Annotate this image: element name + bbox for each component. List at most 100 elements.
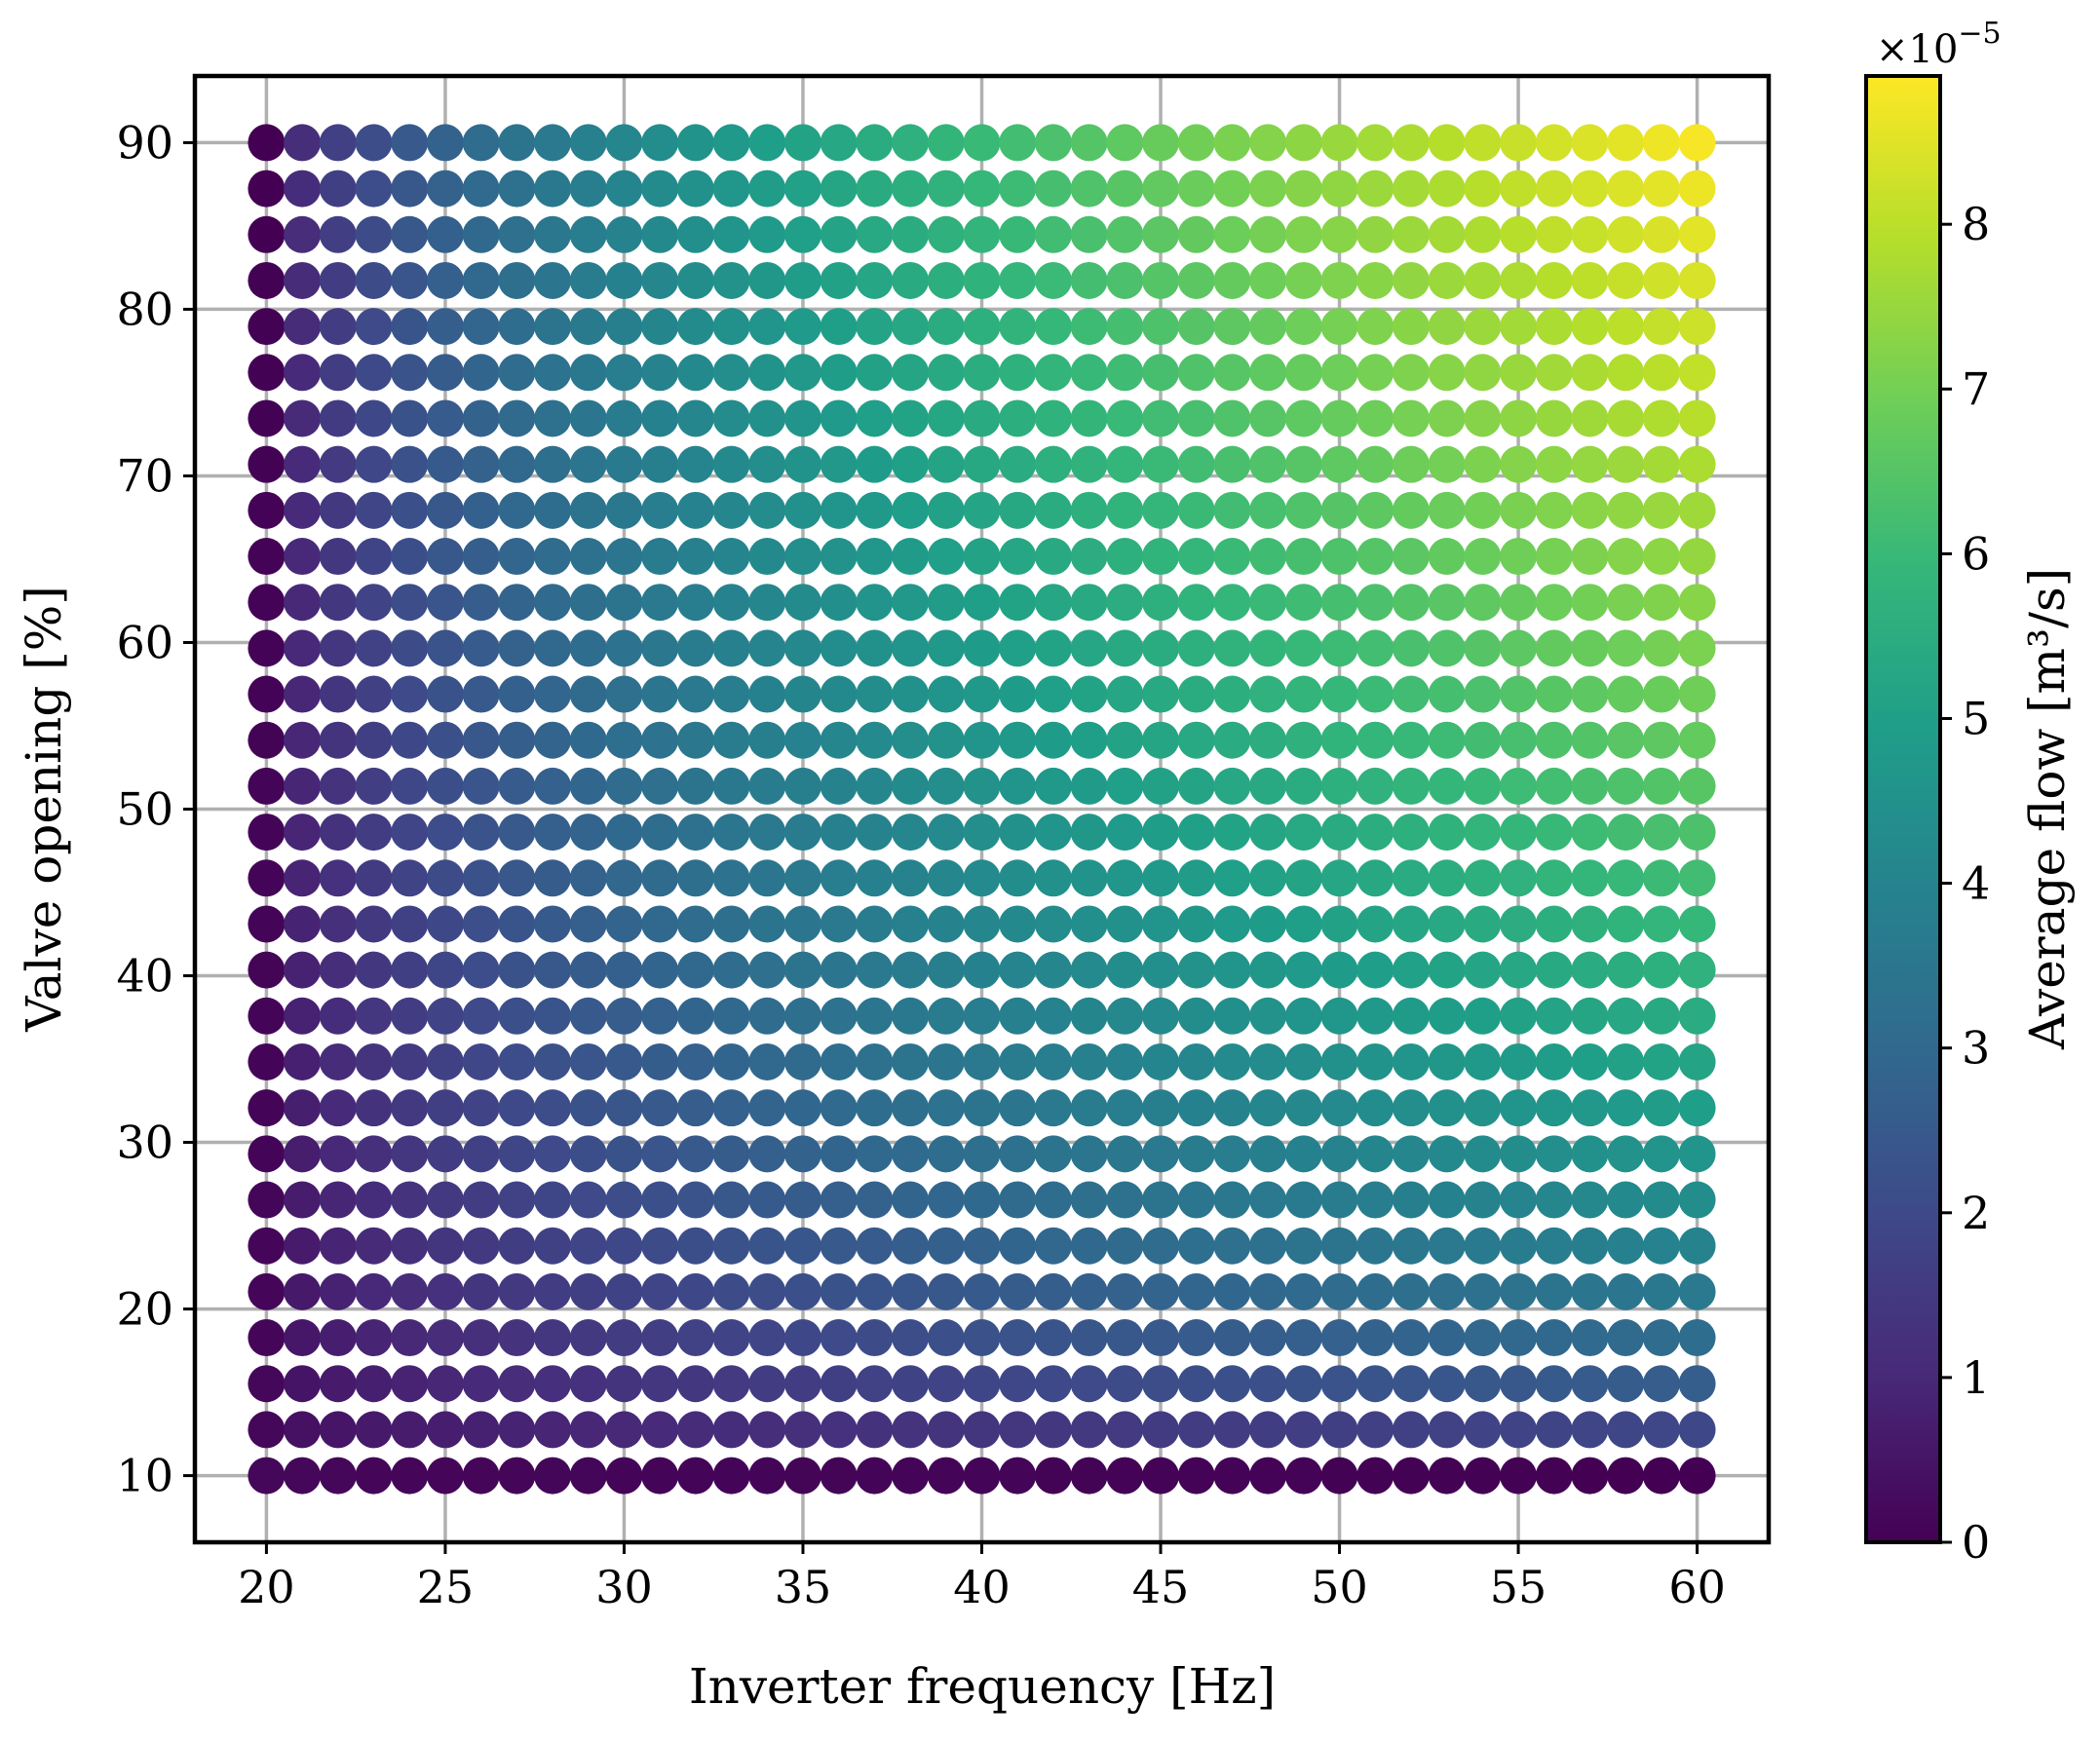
data-point	[1392, 170, 1430, 208]
data-point	[1535, 905, 1573, 943]
data-point	[605, 675, 643, 713]
data-point	[963, 1135, 1001, 1173]
data-point	[1642, 721, 1680, 759]
data-point	[1284, 354, 1322, 392]
data-point	[284, 261, 322, 299]
data-point	[1213, 1042, 1251, 1080]
data-point	[1464, 859, 1502, 897]
data-point	[1034, 124, 1072, 162]
data-point	[1034, 1365, 1072, 1403]
data-point	[1500, 215, 1538, 253]
data-point	[1034, 1181, 1072, 1219]
data-point	[605, 584, 643, 622]
data-point	[1142, 1411, 1180, 1449]
data-point	[498, 354, 536, 392]
data-point	[1571, 445, 1609, 483]
data-point	[892, 1319, 930, 1357]
data-point	[1070, 997, 1108, 1035]
data-point	[1678, 538, 1716, 576]
data-point	[462, 1365, 500, 1403]
data-point	[1464, 491, 1502, 529]
data-point	[1464, 721, 1502, 759]
data-point	[712, 1272, 750, 1310]
data-point	[748, 399, 786, 437]
data-point	[963, 675, 1001, 713]
data-point	[820, 629, 858, 667]
data-point	[712, 1042, 750, 1080]
data-point	[1034, 584, 1072, 622]
data-point	[1464, 1181, 1502, 1219]
x-tick-label: 45	[1132, 1561, 1190, 1613]
data-point	[1500, 261, 1538, 299]
data-point	[1535, 399, 1573, 437]
data-point	[1678, 124, 1716, 162]
data-point	[820, 1319, 858, 1357]
data-point	[1392, 767, 1430, 805]
data-point	[462, 1181, 500, 1219]
data-point	[999, 1272, 1037, 1310]
data-point	[1571, 399, 1609, 437]
data-point	[1320, 1457, 1358, 1495]
data-point	[1392, 905, 1430, 943]
data-point	[856, 308, 894, 346]
data-point	[1249, 124, 1287, 162]
data-point	[1177, 215, 1215, 253]
data-point	[1177, 997, 1215, 1035]
data-point	[783, 1272, 821, 1310]
data-point	[641, 538, 679, 576]
data-point	[426, 675, 464, 713]
data-point	[569, 1135, 607, 1173]
data-point	[534, 170, 572, 208]
data-point	[820, 997, 858, 1035]
data-point	[605, 308, 643, 346]
data-point	[676, 538, 714, 576]
data-point	[1642, 629, 1680, 667]
data-point	[1678, 951, 1716, 989]
data-point	[999, 261, 1037, 299]
data-point	[1642, 1457, 1680, 1495]
data-point	[999, 675, 1037, 713]
data-point	[641, 1457, 679, 1495]
data-point	[1106, 399, 1144, 437]
data-point	[1356, 905, 1394, 943]
data-point	[1320, 1319, 1358, 1357]
data-point	[1320, 1135, 1358, 1173]
data-point	[569, 997, 607, 1035]
data-point	[856, 491, 894, 529]
data-point	[1034, 491, 1072, 529]
data-point	[748, 1089, 786, 1127]
data-point	[1678, 1227, 1716, 1265]
data-point	[1678, 1411, 1716, 1449]
data-point	[1428, 1411, 1466, 1449]
data-point	[1320, 1089, 1358, 1127]
data-point	[820, 1181, 858, 1219]
data-point	[1070, 767, 1108, 805]
data-point	[927, 215, 965, 253]
data-point	[1571, 354, 1609, 392]
data-point	[963, 308, 1001, 346]
data-point	[1571, 675, 1609, 713]
data-point	[856, 1272, 894, 1310]
data-point	[1607, 584, 1645, 622]
data-point	[462, 445, 500, 483]
data-point	[248, 491, 286, 529]
data-point	[856, 859, 894, 897]
data-point	[1249, 215, 1287, 253]
data-point	[1213, 308, 1251, 346]
data-point	[820, 538, 858, 576]
data-point	[1607, 675, 1645, 713]
data-point	[284, 814, 322, 852]
data-point	[892, 721, 930, 759]
data-point	[676, 308, 714, 346]
data-point	[319, 1319, 357, 1357]
data-point	[820, 1135, 858, 1173]
data-point	[391, 308, 429, 346]
data-point	[856, 538, 894, 576]
data-point	[1428, 1135, 1466, 1173]
data-point	[248, 1365, 286, 1403]
data-point	[1356, 124, 1394, 162]
data-point	[1607, 1135, 1645, 1173]
data-point	[498, 124, 536, 162]
data-point	[641, 1319, 679, 1357]
data-point	[1106, 1457, 1144, 1495]
